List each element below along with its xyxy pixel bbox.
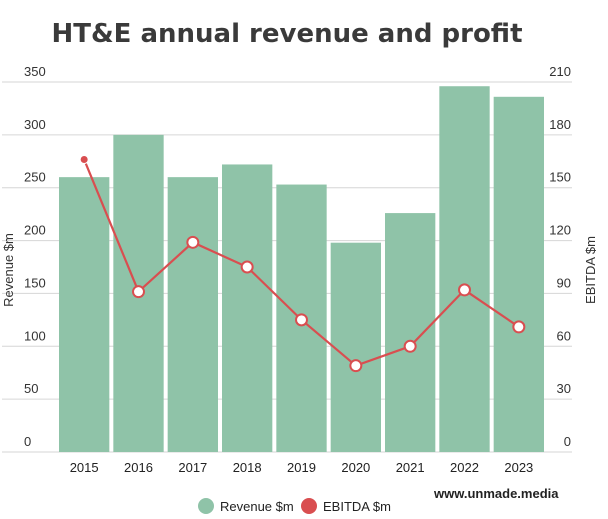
x-axis-ticks: 2015 2016 2017 2018 2019 2020 2021 2022 2023 bbox=[70, 460, 534, 475]
left-axis-ticks: 0 50 100 150 200 250 300 350 bbox=[24, 64, 46, 449]
x-tick-label: 2016 bbox=[124, 460, 153, 475]
ebitda-point bbox=[132, 285, 145, 299]
ebitda-point bbox=[79, 155, 89, 165]
chart-title: HT&E annual revenue and profit bbox=[51, 19, 522, 49]
revenue-bars bbox=[59, 86, 544, 453]
x-tick-label: 2019 bbox=[287, 460, 316, 475]
ebitda-point bbox=[240, 260, 254, 274]
x-tick-label: 2017 bbox=[178, 460, 207, 475]
y-tick-label: 150 bbox=[24, 275, 46, 290]
x-tick-label: 2018 bbox=[233, 460, 262, 475]
x-tick-label: 2015 bbox=[70, 460, 99, 475]
y-axis-label: Revenue $m bbox=[1, 233, 16, 307]
y-tick-label: 200 bbox=[24, 223, 46, 238]
legend-revenue-swatch bbox=[198, 498, 214, 514]
legend-ebitda-swatch bbox=[301, 498, 317, 514]
legend: Revenue $m EBITDA $m bbox=[198, 498, 391, 514]
ebitda-point bbox=[295, 313, 308, 327]
ebitda-point bbox=[458, 283, 471, 297]
y2-axis-label: EBITDA $m bbox=[583, 236, 598, 304]
y-tick-label: 250 bbox=[24, 170, 46, 185]
y2-tick-label: 180 bbox=[549, 117, 571, 132]
source-credit: www.unmade.media bbox=[433, 486, 559, 501]
x-tick-label: 2021 bbox=[396, 460, 425, 475]
revenue-bar bbox=[222, 164, 273, 452]
right-axis-ticks: 0 30 60 90 120 150 180 210 bbox=[549, 64, 571, 449]
y-tick-label: 50 bbox=[24, 381, 38, 396]
y-tick-label: 100 bbox=[24, 328, 46, 343]
y2-tick-label: 90 bbox=[557, 275, 571, 290]
y2-tick-label: 30 bbox=[557, 381, 571, 396]
x-tick-label: 2020 bbox=[341, 460, 370, 475]
legend-ebitda-label: EBITDA $m bbox=[323, 499, 391, 514]
y2-tick-label: 60 bbox=[557, 328, 571, 343]
x-tick-label: 2022 bbox=[450, 460, 479, 475]
revenue-bar bbox=[330, 242, 381, 452]
y2-tick-label: 120 bbox=[549, 223, 571, 238]
y2-tick-label: 150 bbox=[549, 170, 571, 185]
revenue-bar bbox=[59, 177, 110, 452]
y-tick-label: 0 bbox=[24, 434, 31, 449]
revenue-bar bbox=[385, 213, 436, 452]
revenue-bar bbox=[167, 177, 218, 452]
y2-tick-label: 210 bbox=[549, 64, 571, 79]
y2-tick-label: 0 bbox=[564, 434, 571, 449]
legend-revenue-label: Revenue $m bbox=[220, 499, 294, 514]
revenue-bar bbox=[439, 86, 490, 452]
ebitda-point bbox=[349, 359, 363, 373]
ebitda-line bbox=[79, 155, 526, 373]
y-tick-label: 350 bbox=[24, 64, 46, 79]
x-tick-label: 2023 bbox=[504, 460, 533, 475]
ebitda-point bbox=[186, 235, 200, 249]
revenue-bar bbox=[493, 96, 544, 453]
y-tick-label: 300 bbox=[24, 117, 46, 132]
ebitda-point bbox=[403, 339, 417, 353]
ebitda-point bbox=[512, 320, 526, 334]
